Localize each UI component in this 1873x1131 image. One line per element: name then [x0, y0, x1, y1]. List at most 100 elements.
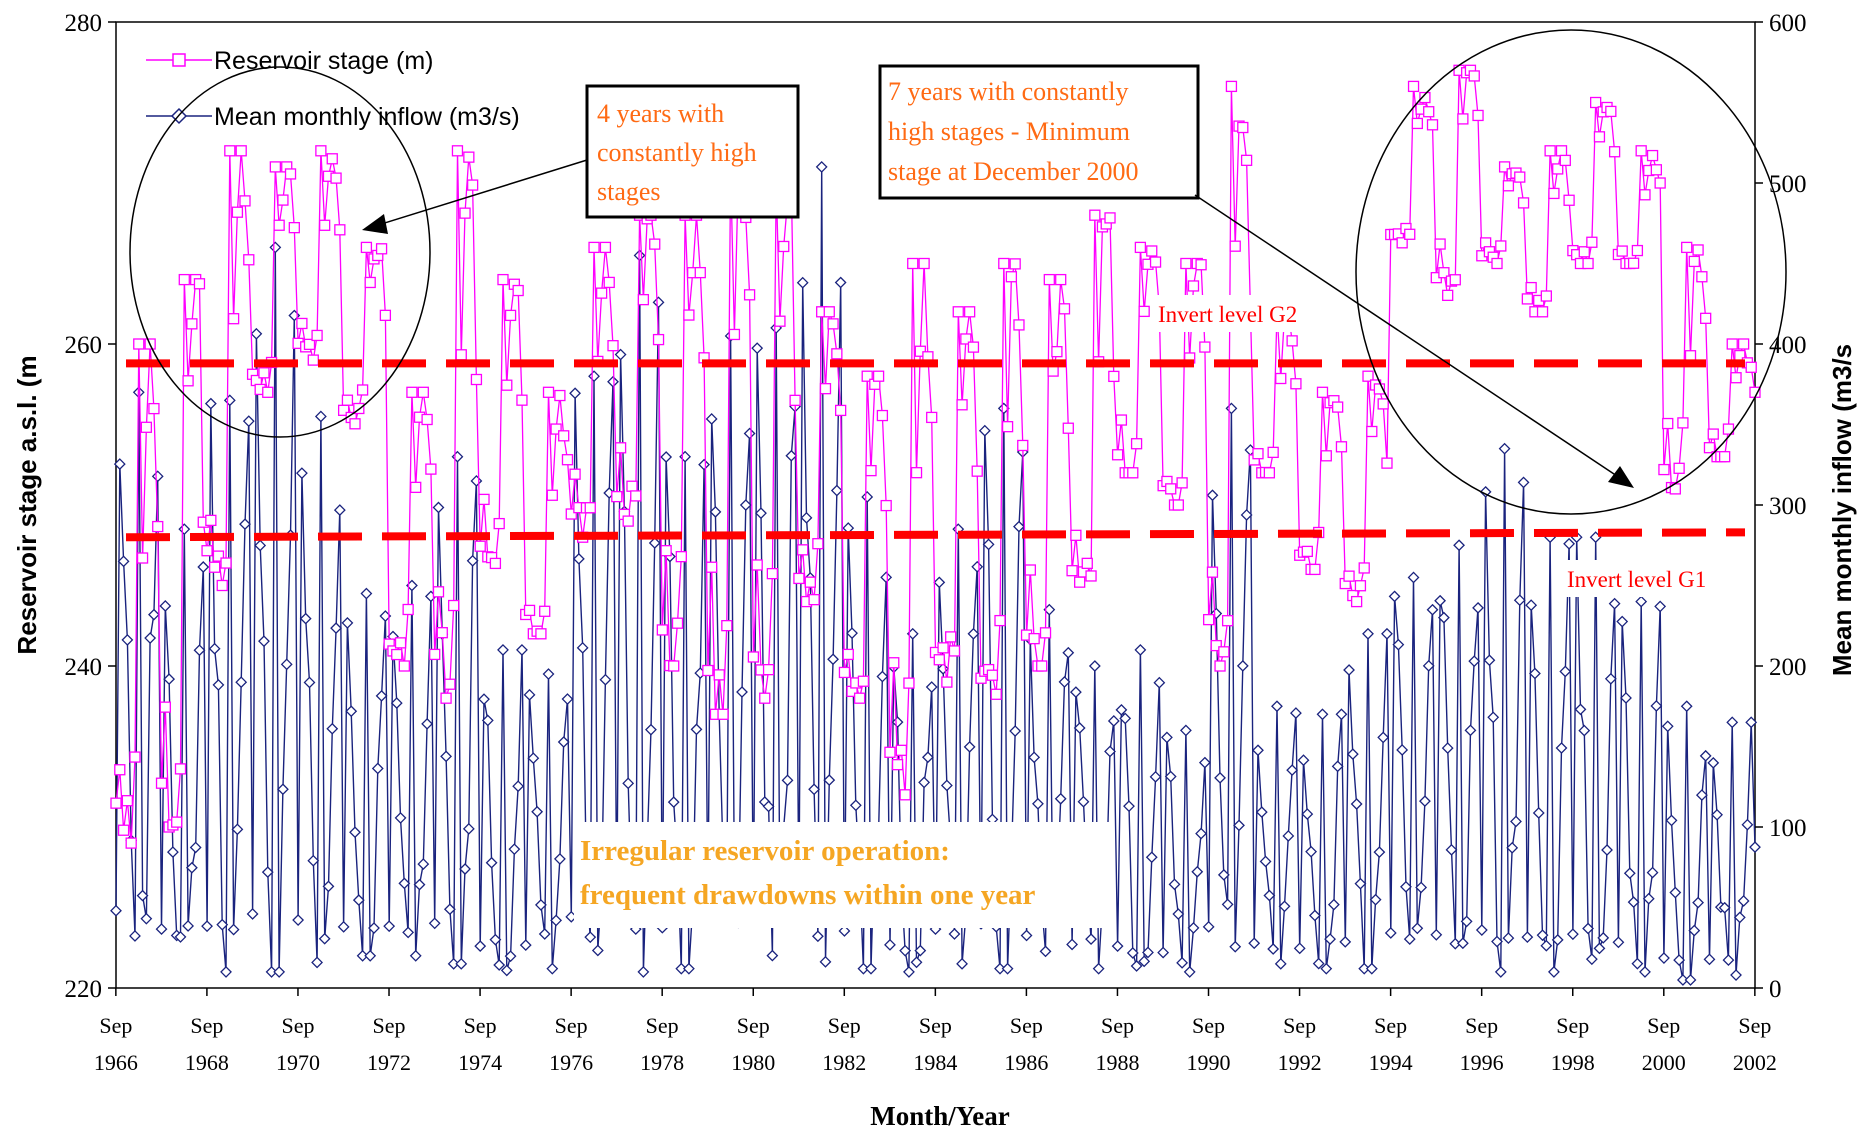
stage-point	[182, 375, 194, 387]
inflow-point	[1073, 722, 1086, 734]
inflow-point	[781, 774, 794, 787]
inflow-point	[925, 681, 938, 693]
stage-point	[994, 614, 1006, 627]
stage-point	[478, 493, 490, 506]
inflow-point	[1259, 855, 1272, 868]
inflow-point	[459, 863, 471, 875]
inflow-point	[466, 554, 479, 567]
stage-point	[171, 816, 183, 828]
inflow-point	[891, 716, 904, 729]
inflow-point	[956, 957, 968, 970]
x-tick-month: Sep	[1556, 1013, 1589, 1038]
stage-point	[1631, 244, 1644, 257]
x-tick-year: 1974	[458, 1050, 502, 1075]
inflow-point	[447, 957, 460, 970]
inflow-point	[709, 505, 722, 518]
stage-point	[1563, 194, 1575, 206]
stage-point	[1703, 442, 1716, 454]
stage-point	[542, 386, 555, 398]
inflow-point	[1639, 965, 1651, 978]
inflow-point	[1494, 965, 1507, 978]
stage-point	[1426, 119, 1439, 131]
stage-point	[899, 789, 911, 801]
inflow-point	[1278, 900, 1291, 913]
stage-point	[838, 666, 851, 679]
stage-point	[694, 266, 706, 279]
inflow-point	[371, 762, 384, 775]
stage-point	[1700, 312, 1712, 324]
x-tick-year: 1984	[913, 1050, 957, 1075]
inflow-point	[1202, 920, 1215, 933]
inflow-point	[1475, 924, 1488, 936]
stage-point	[603, 276, 615, 289]
inflow-point	[675, 962, 688, 975]
inflow-point	[591, 944, 604, 957]
inflow-point	[481, 714, 494, 727]
stage-point	[926, 411, 938, 424]
inflow-point	[1134, 643, 1147, 656]
inflow-point	[1164, 770, 1177, 783]
x-tick-month: Sep	[464, 1013, 497, 1038]
inflow-point	[527, 752, 540, 765]
inflow-point	[1183, 965, 1196, 978]
stage-point	[853, 692, 866, 704]
inflow-point	[739, 499, 752, 511]
stage-point	[212, 550, 225, 562]
x-tick-month: Sep	[555, 1013, 588, 1038]
stage-point	[1051, 346, 1063, 358]
stage-point	[857, 675, 870, 687]
inflow-point	[322, 880, 335, 893]
stage-point	[1165, 483, 1177, 495]
inflow-point	[1172, 908, 1185, 920]
inflow-point	[280, 658, 293, 671]
inflow-point	[1498, 442, 1511, 455]
inflow-point	[1517, 476, 1530, 489]
inflow-point	[1077, 795, 1090, 808]
invert-g2-label: Invert level G2	[1158, 302, 1297, 327]
stage-point	[933, 654, 945, 666]
stage-point	[558, 430, 570, 442]
stage-point	[1411, 117, 1423, 130]
inflow-point	[360, 587, 373, 600]
inflow-point	[1620, 692, 1632, 704]
stage-point	[186, 318, 198, 330]
stage-point	[561, 454, 574, 466]
stage-point	[326, 153, 338, 165]
inflow-point	[508, 843, 521, 856]
inflow-point	[1358, 962, 1371, 975]
stage-point	[808, 594, 820, 606]
right-tick-label: 200	[1769, 654, 1807, 681]
arrow-right-line	[1194, 194, 1621, 479]
inflow-point	[622, 777, 635, 790]
stage-point	[205, 514, 217, 527]
inflow-point	[1460, 915, 1473, 928]
inflow-point	[1646, 866, 1659, 879]
stage-point	[918, 257, 930, 270]
stage-point	[159, 701, 171, 713]
inflow-point	[1115, 703, 1128, 716]
stage-point	[971, 465, 983, 477]
stage-point	[421, 413, 433, 426]
inflow-point	[861, 491, 874, 503]
stage-point	[148, 402, 160, 415]
inflow-point	[940, 779, 953, 792]
stage-point	[747, 651, 760, 663]
stage-point	[243, 254, 255, 266]
stage-point	[614, 442, 627, 454]
annotation-box-4-years-line-1: 4 years with	[597, 99, 724, 128]
inflow-point	[971, 560, 984, 573]
inflow-point	[1327, 898, 1340, 911]
stage-point	[1335, 441, 1348, 453]
stage-point	[827, 318, 839, 330]
stage-point	[432, 586, 445, 598]
inflow-point	[345, 705, 358, 718]
inflow-point	[819, 955, 832, 968]
stage-point	[341, 394, 354, 406]
invert-g1-label-box: Invert level G1	[1560, 560, 1743, 597]
stage-point	[1548, 187, 1560, 200]
inflow-point	[1673, 954, 1686, 966]
stage-point	[1001, 421, 1014, 433]
stage-point	[140, 421, 153, 433]
inflow-point	[193, 644, 206, 657]
stage-point	[239, 195, 251, 207]
